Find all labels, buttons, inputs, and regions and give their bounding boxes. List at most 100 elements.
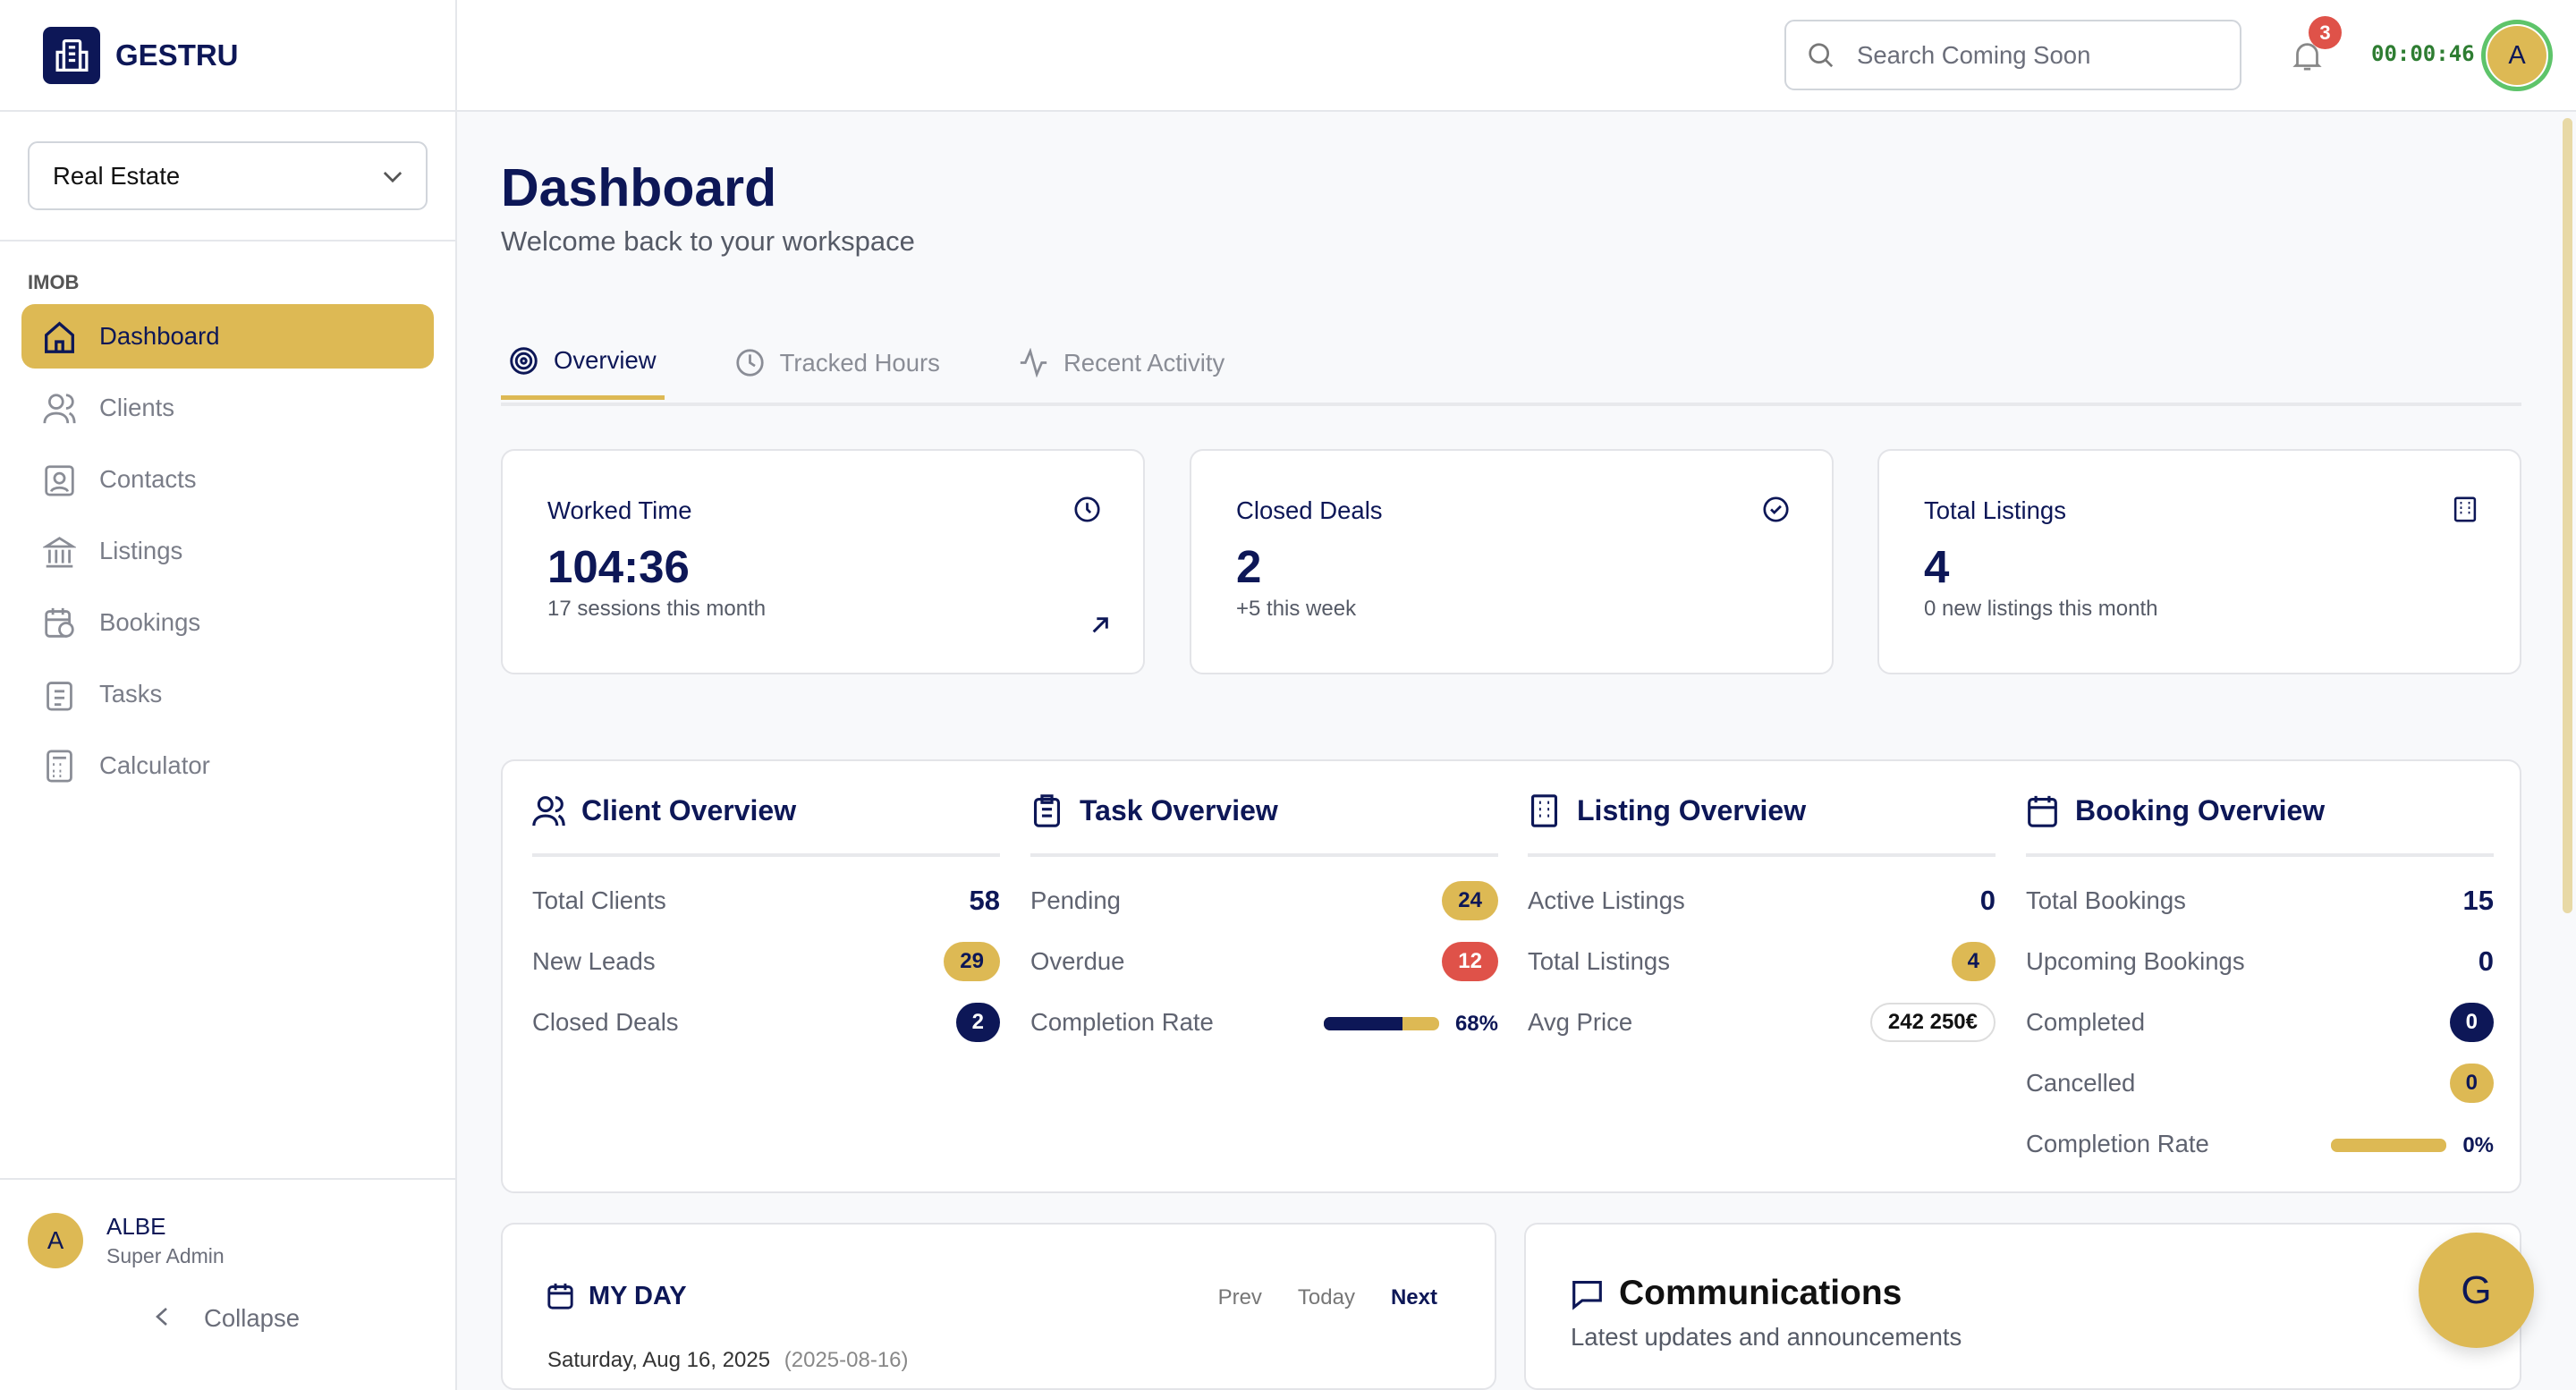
- row-badge: 29: [944, 942, 1000, 981]
- sidebar-item-label: Calculator: [99, 751, 210, 779]
- stat-sub: 17 sessions this month: [547, 597, 767, 621]
- row-badge: 2: [955, 1003, 1000, 1042]
- collapse-label: Collapse: [203, 1304, 300, 1332]
- notification-badge: 3: [2309, 16, 2342, 49]
- row-value: 0%: [2462, 1133, 2494, 1157]
- clipboard-icon: [1030, 794, 1080, 827]
- page-subtitle: Welcome back to your workspace: [501, 225, 915, 257]
- users-icon: [43, 392, 99, 425]
- tab-tracked-hours[interactable]: Tracked Hours: [727, 326, 948, 400]
- scrollbar[interactable]: [2563, 118, 2572, 913]
- calendar-icon: [547, 1284, 573, 1309]
- stat-title: Closed Deals: [1236, 496, 1383, 524]
- today-button[interactable]: Today: [1297, 1285, 1355, 1309]
- section-label: IMOB: [28, 271, 80, 293]
- workspace-select[interactable]: Real Estate: [28, 141, 428, 210]
- home-icon: [43, 320, 99, 353]
- section-title: Communications: [1619, 1274, 1902, 1312]
- target-icon: [509, 346, 554, 376]
- tabs: Overview Tracked Hours Recent Activity: [501, 326, 2521, 406]
- stat-card-total-listings: Total Listings 4 0 new listings this month: [1877, 449, 2521, 674]
- row-label: Pending: [1030, 886, 1121, 914]
- communications-card: Communications Latest updates and announ…: [1524, 1223, 2521, 1390]
- message-icon: [1571, 1277, 1604, 1310]
- row-badge: 242 250€: [1869, 1003, 1996, 1042]
- row-value: 58: [969, 885, 1000, 916]
- stat-value: 4: [1924, 541, 1950, 592]
- next-button[interactable]: Next: [1390, 1285, 1437, 1309]
- user-panel: A ALBE Super Admin Collapse: [0, 1178, 455, 1390]
- user-role: Super Admin: [106, 1244, 225, 1267]
- sidebar-item-calculator[interactable]: Calculator: [21, 733, 434, 798]
- workspace-value: Real Estate: [53, 161, 181, 190]
- row-label: Completed: [2026, 1008, 2145, 1036]
- tab-overview[interactable]: Overview: [501, 326, 665, 400]
- date-label: Saturday, Aug 16, 2025: [547, 1348, 771, 1372]
- logo[interactable]: GESTRU: [0, 0, 455, 112]
- row-badge: 0: [2449, 1003, 2494, 1042]
- divider: [0, 240, 455, 242]
- section-title: Booking Overview: [2075, 794, 2326, 826]
- row-label: Completion Rate: [1030, 1008, 1214, 1036]
- sidebar-item-dashboard[interactable]: Dashboard: [21, 304, 434, 369]
- building-icon: [2453, 496, 2477, 527]
- row-badge: 0: [2449, 1064, 2494, 1103]
- sidebar-item-tasks[interactable]: Tasks: [21, 662, 434, 726]
- clock-icon: [735, 348, 780, 377]
- sidebar-item-label: Listings: [99, 537, 183, 564]
- section-title: MY DAY: [589, 1282, 687, 1310]
- bank-icon: [43, 535, 99, 568]
- assistant-button[interactable]: G: [2419, 1233, 2534, 1348]
- sidebar-item-contacts[interactable]: Contacts: [21, 447, 434, 512]
- tab-label: Recent Activity: [1063, 348, 1225, 377]
- overview-card: Client Overview Total Clients 58 New Lead…: [501, 759, 2521, 1193]
- section-title: Client Overview: [581, 794, 797, 826]
- arrow-up-right-icon[interactable]: [1090, 615, 1110, 640]
- stat-card-worked-time: Worked Time 104:36 17 sessions this month: [501, 449, 1145, 674]
- collapse-button[interactable]: Collapse: [0, 1304, 455, 1333]
- row-label: Avg Price: [1528, 1008, 1633, 1036]
- row-label: Total Clients: [532, 886, 666, 914]
- stat-value: 2: [1236, 541, 1262, 592]
- contact-icon: [43, 463, 99, 496]
- stat-card-closed-deals: Closed Deals 2 +5 this week: [1190, 449, 1834, 674]
- section-title: Listing Overview: [1577, 794, 1807, 826]
- section-title: Task Overview: [1080, 794, 1278, 826]
- row-badge: 4: [1951, 942, 1996, 981]
- row-value: 0: [2478, 945, 2494, 977]
- row-label: Overdue: [1030, 947, 1125, 975]
- calendar-icon: [2026, 794, 2075, 827]
- tab-recent-activity[interactable]: Recent Activity: [1011, 326, 1233, 400]
- building-icon: [43, 26, 100, 84]
- row-badge: 24: [1442, 881, 1498, 920]
- stat-title: Worked Time: [547, 496, 692, 524]
- search-input[interactable]: Search Coming Soon: [1784, 20, 2241, 90]
- row-value: 0: [1979, 885, 1996, 916]
- sidebar-item-listings[interactable]: Listings: [21, 519, 434, 583]
- chevron-down-icon: [383, 162, 402, 191]
- row-label: Total Listings: [1528, 947, 1670, 975]
- row-label: New Leads: [532, 947, 656, 975]
- building-icon: [1528, 794, 1577, 827]
- sidebar-item-label: Bookings: [99, 608, 201, 636]
- row-label: Total Bookings: [2026, 886, 2186, 914]
- sidebar: GESTRU Real Estate IMOB Dashboard Client…: [0, 0, 457, 1390]
- sidebar-item-label: Clients: [99, 394, 175, 421]
- prev-button[interactable]: Prev: [1217, 1285, 1262, 1309]
- sidebar-item-bookings[interactable]: Bookings: [21, 590, 434, 655]
- check-circle-icon: [1763, 496, 1789, 527]
- tab-label: Overview: [554, 346, 657, 374]
- sidebar-item-clients[interactable]: Clients: [21, 376, 434, 440]
- user-avatar[interactable]: A: [2481, 20, 2553, 91]
- user-name: ALBE: [106, 1213, 166, 1240]
- calendar-clock-icon: [43, 606, 99, 640]
- booking-completion-bar: [2331, 1139, 2447, 1153]
- calculator-icon: [43, 749, 99, 783]
- sidebar-item-label: Contacts: [99, 465, 197, 493]
- tab-label: Tracked Hours: [779, 348, 940, 377]
- bell-icon[interactable]: [2292, 39, 2322, 77]
- stat-value: 104:36: [547, 541, 690, 592]
- avatar[interactable]: A: [28, 1213, 83, 1268]
- row-label: Active Listings: [1528, 886, 1685, 914]
